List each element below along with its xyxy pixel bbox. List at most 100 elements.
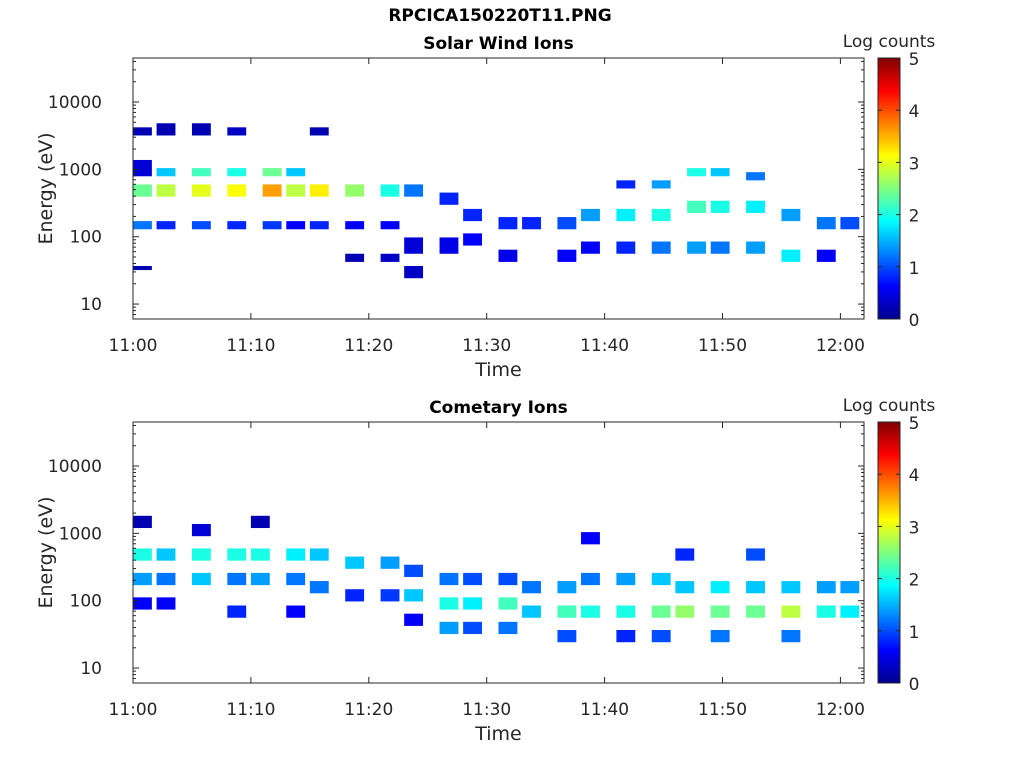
x-tick-label: 11:00 xyxy=(109,336,158,356)
heatmap-cell xyxy=(286,548,306,561)
heatmap-cell xyxy=(133,548,152,561)
heatmap-cell xyxy=(840,217,860,230)
heatmap-cell xyxy=(262,221,282,230)
colorbar-tick-label: 4 xyxy=(909,466,920,486)
heatmap-cell xyxy=(380,589,400,602)
heatmap-cell xyxy=(262,184,282,197)
heatmap-cell xyxy=(380,253,400,262)
heatmap-cell xyxy=(227,548,247,561)
heatmap-cell xyxy=(227,221,247,230)
x-tick-label: 11:20 xyxy=(344,336,393,356)
heatmap-cell xyxy=(286,221,306,230)
colorbar-tick-label: 2 xyxy=(909,571,920,591)
heatmap-cell xyxy=(156,184,176,197)
heatmap-cell xyxy=(227,168,247,177)
colorbar-tick-label: 5 xyxy=(909,414,920,434)
colorbar-tick-label: 3 xyxy=(909,154,920,174)
heatmap-cell xyxy=(710,200,730,213)
x-tick-label: 12:00 xyxy=(816,700,865,720)
heatmap-cell xyxy=(710,581,730,594)
heatmap-cell xyxy=(463,597,482,610)
heatmap-cell xyxy=(781,581,801,594)
heatmap-cell xyxy=(463,621,482,635)
heatmap-cell xyxy=(345,589,365,602)
heatmap-cell xyxy=(262,168,282,177)
heatmap-cell xyxy=(675,605,695,618)
heatmap-cell xyxy=(227,184,247,197)
heatmap-cell xyxy=(191,523,211,537)
heatmap-cell xyxy=(616,180,636,189)
heatmap-cell xyxy=(522,581,541,594)
heatmap-cell xyxy=(286,605,306,618)
heatmap-cell xyxy=(522,217,541,230)
heatmap-cell xyxy=(463,233,482,246)
heatmap-cell xyxy=(133,265,152,271)
y-axis-label: Energy (eV) xyxy=(35,496,57,608)
heatmap-cell xyxy=(463,208,482,222)
heatmap-cell xyxy=(156,123,176,136)
heatmap-cell xyxy=(710,168,730,177)
x-tick-label: 11:30 xyxy=(462,700,511,720)
heatmap-cell xyxy=(781,249,801,262)
x-tick-label: 11:10 xyxy=(226,700,275,720)
heatmap-cell xyxy=(581,208,600,222)
heatmap-cell xyxy=(250,515,270,529)
heatmap-cell xyxy=(309,581,329,594)
heatmap-cell xyxy=(309,127,329,136)
heatmap-cell xyxy=(227,605,247,618)
heatmap-cell xyxy=(746,605,765,618)
heatmap-cell xyxy=(557,249,577,262)
figure-title: RPCICA150220T11.PNG xyxy=(388,6,612,26)
heatmap-cell xyxy=(687,241,707,254)
heatmap-cell xyxy=(156,597,176,610)
heatmap-cell xyxy=(651,572,671,586)
heatmap-cell xyxy=(345,556,365,569)
colorbar-label: Log counts xyxy=(843,32,936,52)
heatmap-cell xyxy=(675,581,695,594)
heatmap-cell xyxy=(746,172,765,181)
x-tick-label: 11:50 xyxy=(698,700,747,720)
heatmap-cell xyxy=(710,241,730,254)
heatmap-cell xyxy=(380,556,400,569)
heatmap-cell xyxy=(439,237,459,254)
heatmap-cell xyxy=(133,515,152,529)
heatmap-cell xyxy=(156,221,176,230)
heatmap-cell xyxy=(498,572,518,586)
heatmap-cell xyxy=(404,237,424,254)
colorbar-tick-label: 2 xyxy=(909,207,920,227)
heatmap-cell xyxy=(156,168,176,177)
heatmap-cell xyxy=(191,168,211,177)
heatmap-cell xyxy=(133,184,152,197)
heatmap-cell xyxy=(286,168,306,177)
heatmap-cell xyxy=(439,192,459,205)
heatmap-cell xyxy=(498,621,518,635)
heatmap-cell xyxy=(439,572,459,586)
heatmap-cells xyxy=(133,515,860,643)
y-tick-label: 100 xyxy=(70,228,102,248)
x-tick-label: 11:50 xyxy=(698,336,747,356)
heatmap-cell xyxy=(557,629,577,643)
heatmap-cell xyxy=(581,241,600,254)
heatmap-cell xyxy=(133,572,152,586)
heatmap-cell xyxy=(522,605,541,618)
heatmap-cell xyxy=(380,184,400,197)
heatmap-cell xyxy=(309,184,329,197)
heatmap-cell xyxy=(581,572,600,586)
y-tick-label: 10 xyxy=(80,295,102,315)
heatmap-cell xyxy=(463,572,482,586)
heatmap-cell xyxy=(746,548,765,561)
heatmap-cells xyxy=(133,123,860,279)
heatmap-cell xyxy=(840,605,860,618)
heatmap-cell xyxy=(309,548,329,561)
heatmap-cell xyxy=(781,208,801,222)
x-tick-label: 12:00 xyxy=(816,336,865,356)
colorbar-tick-label: 0 xyxy=(909,675,920,695)
y-tick-label: 1000 xyxy=(59,524,102,544)
plot-frame xyxy=(132,421,865,684)
colorbar-tick-label: 4 xyxy=(909,102,920,122)
heatmap-cell xyxy=(191,548,211,561)
heatmap-cell xyxy=(380,221,400,230)
heatmap-cell xyxy=(781,605,801,618)
heatmap-cell xyxy=(345,253,365,262)
